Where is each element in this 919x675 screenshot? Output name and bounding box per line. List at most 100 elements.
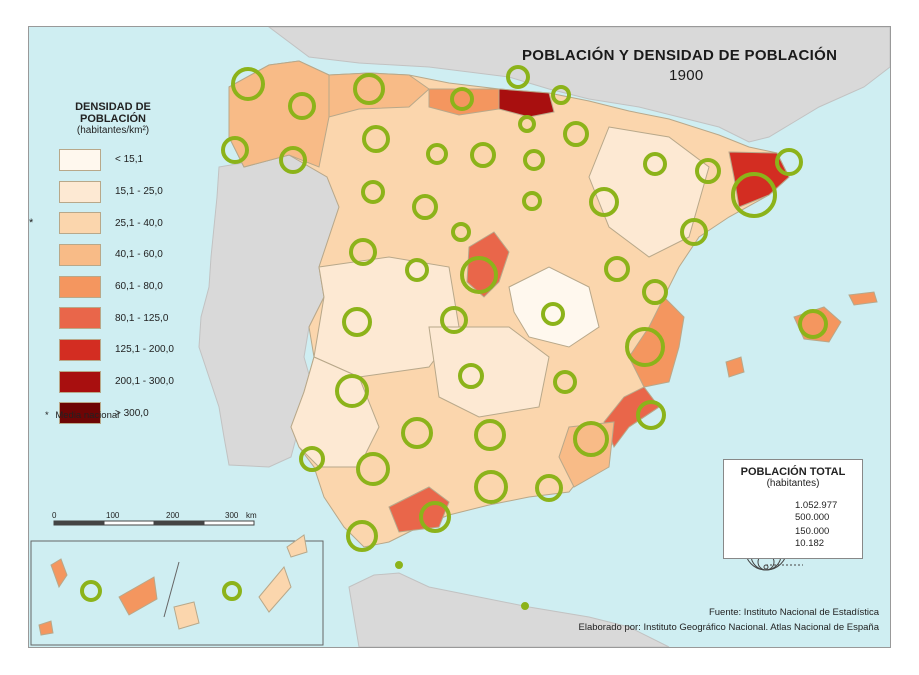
population-legend-subtitle: (habitantes) — [766, 478, 820, 489]
pop-circle — [636, 400, 666, 430]
density-swatch — [59, 275, 101, 298]
pop-circle — [523, 149, 545, 171]
density-legend-row: * 25,1 - 40,0 — [29, 207, 213, 239]
pop-circle — [460, 256, 498, 294]
density-legend-title: DENSIDAD DE POBLACIÓN — [75, 101, 151, 125]
density-swatch — [59, 180, 101, 203]
pop-circle — [470, 142, 496, 168]
pop-circle — [474, 419, 506, 451]
density-swatch — [59, 307, 101, 330]
density-label: < 15,1 — [115, 154, 144, 166]
density-swatch — [59, 402, 101, 425]
scale-tick-300: 300 — [225, 511, 239, 520]
source-line: Fuente: Instituto Nacional de Estadístic… — [708, 607, 879, 618]
density-swatch — [59, 370, 101, 393]
pop-circle — [419, 501, 451, 533]
pop-circle — [299, 446, 325, 472]
canary-island-1 — [50, 558, 68, 589]
scale-unit: km — [246, 511, 257, 520]
pop-circle — [346, 520, 378, 552]
region-madrid — [466, 231, 510, 298]
canary-island-6 — [38, 620, 54, 636]
france-land — [268, 27, 890, 143]
pop-circle — [451, 222, 471, 242]
pop-legend-value: 10.182 — [795, 538, 825, 549]
credit-line: Elaborado por: Instituto Geográfico Naci… — [578, 622, 880, 633]
pop-circle — [349, 238, 377, 266]
density-legend-rows: < 15,1 15,1 - 25,0 * 25,1 - 40,0 40,1 - 60,0… — [29, 144, 213, 429]
density-swatch — [59, 338, 101, 361]
pop-circle — [798, 309, 828, 339]
density-swatch — [59, 212, 101, 235]
pop-circle — [625, 327, 665, 367]
pop-legend-value: 500.000 — [795, 512, 830, 523]
pop-legend-value: 150.000 — [795, 526, 830, 537]
pop-circle — [335, 374, 369, 408]
pop-circle — [775, 148, 803, 176]
density-swatch — [59, 243, 101, 266]
mean-class-marker: * — [29, 217, 34, 230]
region-barcelona — [728, 151, 790, 208]
map-canvas — [30, 27, 890, 647]
source-text: Fuente: Instituto Nacional de Estadístic… — [549, 605, 880, 635]
density-legend-row: < 15,1 — [43, 144, 213, 176]
pop-circle — [288, 92, 316, 120]
pop-circle — [604, 256, 630, 282]
pop-circle — [573, 421, 609, 457]
pop-circle — [535, 474, 563, 502]
pop-circle — [680, 218, 708, 246]
density-legend-row: 125,1 - 200,0 — [43, 334, 213, 366]
scale-tick-100: 100 — [106, 511, 120, 520]
mean-label: Media nacional — [55, 410, 120, 421]
density-legend-row: 60,1 - 80,0 — [43, 271, 213, 303]
pop-circle — [353, 73, 385, 105]
population-legend-title: POBLACIÓN TOTAL — [740, 466, 846, 478]
pop-circle — [279, 146, 307, 174]
density-legend: DENSIDAD DE POBLACIÓN (habitantes/km²) <… — [29, 101, 213, 429]
scale-tick-0: 0 — [52, 511, 57, 520]
map-year: 1900 — [669, 67, 704, 84]
pop-circle — [221, 136, 249, 164]
pop-circle — [506, 65, 530, 89]
density-label: 80,1 - 125,0 — [115, 312, 169, 324]
pop-circle — [474, 470, 508, 504]
scale-tick-200: 200 — [166, 511, 180, 520]
map-title: POBLACIÓN Y DENSIDAD DE POBLACIÓN — [522, 47, 838, 64]
population-circles — [80, 65, 828, 610]
pop-circle — [80, 580, 102, 602]
pop-circle — [426, 143, 448, 165]
canary-island-3 — [173, 601, 200, 630]
region-cantabria — [428, 88, 500, 116]
scale-bar-graphic — [53, 520, 255, 526]
region-west — [313, 256, 460, 378]
density-label: 25,1 - 40,0 — [115, 217, 163, 229]
pop-legend-value: 1.052.977 — [795, 500, 838, 511]
density-label: > 300,0 — [115, 407, 149, 419]
density-label: 15,1 - 25,0 — [115, 186, 163, 198]
density-legend-row: 200,1 - 300,0 — [43, 366, 213, 398]
density-label: 60,1 - 80,0 — [115, 281, 163, 293]
pop-circle — [553, 370, 577, 394]
pop-circle — [731, 172, 777, 218]
mean-legend: * Media nacional — [45, 410, 119, 421]
pop-circle — [563, 121, 589, 147]
pop-circle — [440, 306, 468, 334]
pop-circle — [412, 194, 438, 220]
density-legend-row: 40,1 - 60,0 — [43, 239, 213, 271]
pop-circle — [518, 115, 536, 133]
pop-circle — [231, 67, 265, 101]
region-galicia — [228, 60, 330, 168]
density-label: 125,1 - 200,0 — [115, 344, 174, 356]
pop-circle — [458, 363, 484, 389]
scale-bar: 0 100 200 300 km — [49, 511, 329, 541]
density-legend-subtitle: (habitantes/km²) — [76, 125, 150, 136]
density-legend-row: 15,1 - 25,0 — [43, 176, 213, 208]
pop-circle — [361, 180, 385, 204]
canary-island-5 — [286, 534, 308, 558]
pop-circle — [222, 581, 242, 601]
pop-circle — [362, 125, 390, 153]
pop-circle — [342, 307, 372, 337]
pop-circle-small — [395, 561, 403, 569]
region-cuenca — [508, 266, 600, 348]
pop-circle — [450, 87, 474, 111]
